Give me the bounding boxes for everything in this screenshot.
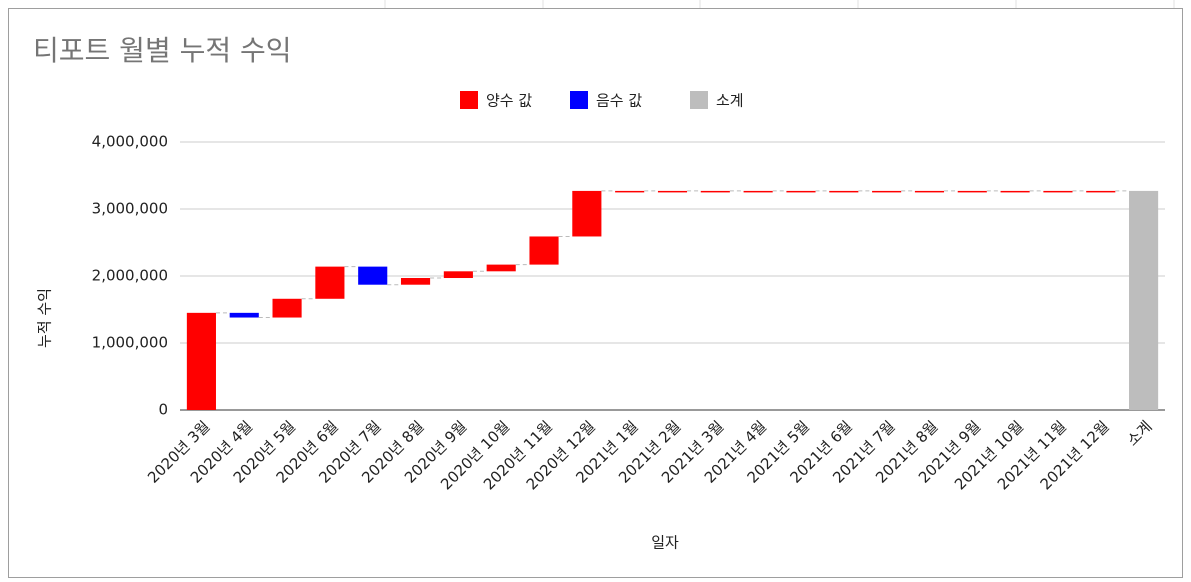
y-axis-label: 누적 수익	[36, 288, 54, 348]
bar	[657, 190, 688, 193]
legend-label: 음수 값	[596, 92, 642, 110]
bar	[486, 264, 516, 272]
bar	[743, 190, 773, 193]
bar	[229, 312, 259, 318]
bar	[1043, 190, 1073, 193]
bar	[1086, 190, 1116, 193]
sheet-grid	[384, 0, 1175, 8]
bar	[400, 278, 431, 285]
bar	[1129, 190, 1159, 410]
bar	[829, 190, 859, 193]
chart-frame	[8, 8, 1183, 578]
bar	[914, 190, 945, 193]
bar	[1000, 190, 1030, 193]
y-tick-label: 2,000,000	[92, 267, 168, 285]
bar	[272, 298, 302, 318]
bar	[315, 266, 345, 299]
bar	[358, 266, 388, 285]
y-tick-label: 3,000,000	[92, 200, 168, 218]
bar	[957, 190, 987, 193]
legend-label: 양수 값	[486, 92, 532, 110]
x-axis-label: 일자	[651, 534, 679, 552]
legend-swatch	[460, 91, 478, 109]
bar	[186, 312, 216, 410]
bar	[443, 271, 473, 279]
bar	[786, 190, 816, 193]
bar	[529, 236, 559, 265]
legend-swatch	[690, 91, 708, 109]
legend-label: 소계	[716, 92, 744, 110]
bar	[572, 190, 602, 237]
chart-title: 티포트 월별 누적 수익	[33, 34, 292, 67]
legend-swatch	[570, 91, 588, 109]
y-tick-label: 4,000,000	[92, 133, 168, 151]
bar	[700, 190, 730, 193]
y-tick-label: 1,000,000	[92, 334, 168, 352]
bar	[615, 190, 645, 193]
bar	[872, 190, 902, 193]
y-tick-label: 0	[158, 401, 168, 419]
